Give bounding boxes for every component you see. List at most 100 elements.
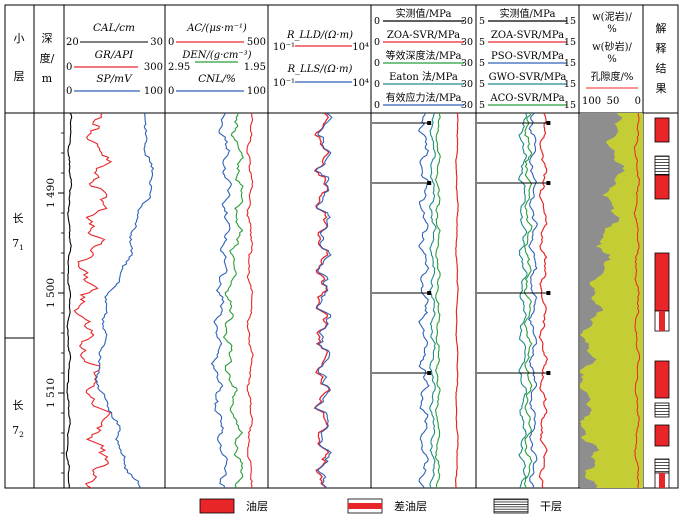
track5-label-2: ZOA-SVR/MPa <box>491 30 564 41</box>
track6-scale-100: 100 <box>582 96 601 107</box>
layer-column-header: 小 层 <box>14 32 25 83</box>
depth-column-header: 深 度/ m <box>40 32 55 85</box>
equivalent-depth-curve <box>434 113 441 488</box>
track4-max-4: 30 <box>461 79 473 90</box>
track4-label-2: ZOA-SVR/MPa <box>387 30 460 41</box>
gwo-svr-curve <box>518 113 528 488</box>
depth-header-line-2: 度/ <box>40 51 55 65</box>
ac-max: 500 <box>247 37 266 48</box>
track4-min-1: 0 <box>374 16 380 27</box>
measured-point-t5-1 <box>546 121 551 125</box>
rlls-label: R_LLS/(Ω·m) <box>287 64 353 75</box>
layer-c72-sub-number: 7 <box>12 424 19 437</box>
cal-min: 20 <box>66 37 79 48</box>
track3-curves <box>313 113 333 488</box>
legend: 油层 差油层 干层 <box>199 498 562 514</box>
rlls-curve <box>314 113 333 488</box>
sp-min: 0 <box>66 86 72 97</box>
track6-lithology <box>580 113 643 488</box>
track5-max-4: 15 <box>564 79 576 90</box>
layer-labels: 长 71 长 72 <box>5 212 34 439</box>
track5-min-2: 5 <box>479 37 485 48</box>
interpretation-oil-8 <box>654 424 670 447</box>
track4-max-2: 30 <box>461 37 473 48</box>
track4-max-5: 30 <box>461 100 473 111</box>
cnl-max: 100 <box>247 86 266 97</box>
measured-point-t5-2 <box>546 181 551 185</box>
cnl-curve <box>210 113 233 488</box>
interpretation-oil-3 <box>654 174 670 200</box>
layer-c71-sub-number: 7 <box>12 237 19 250</box>
den-min: 2.95 <box>168 62 190 73</box>
legend-swatch-2 <box>347 498 383 514</box>
gr-max: 300 <box>144 62 163 73</box>
rlld-min: 10⁻¹ <box>273 42 295 53</box>
depth-label-3: 1 510 <box>45 378 57 408</box>
zoa-svr-curve <box>454 113 459 488</box>
mud-label: w(泥岩)/ <box>592 10 632 23</box>
track6-scale-0: 0 <box>635 96 641 107</box>
track5-max-1: 15 <box>564 16 576 27</box>
interpretation-poor-oil-10 <box>654 472 670 489</box>
sand-label-unit: % <box>607 54 617 65</box>
layer-c71-subscript: 1 <box>19 243 24 252</box>
den-max: 1.95 <box>244 62 266 73</box>
interpretation-dry-7 <box>654 402 670 418</box>
track4-label-3: 等效深度法/MPa <box>386 49 462 62</box>
measured-point-t4-2 <box>427 181 432 185</box>
track4-min-5: 0 <box>374 100 380 111</box>
layer-header-char-1: 小 <box>14 32 25 45</box>
depth-header-line-3: m <box>42 72 53 85</box>
track5-curves <box>477 113 551 488</box>
track5-max-5: 15 <box>564 100 576 111</box>
interpretation-poor-oil-10-stripe <box>659 473 665 488</box>
layer-label-c71: 长 71 <box>12 212 24 252</box>
track5-max-2: 15 <box>564 37 576 48</box>
result-header-char-2: 释 <box>656 42 667 55</box>
track6-header: w(泥岩)/ % w(砂岩)/ % 孔隙度/% 100 50 0 <box>582 10 641 107</box>
gr-label: GR/API <box>95 49 134 61</box>
sp-curve <box>94 113 155 488</box>
cal-label: CAL/cm <box>93 22 135 34</box>
sand-label: w(砂岩)/ <box>592 40 632 53</box>
track4-min-2: 0 <box>374 37 380 48</box>
mud-fill <box>580 113 625 488</box>
depth-header-line-1: 深 <box>42 32 53 45</box>
legend-label-1: 油层 <box>246 499 268 513</box>
cnl-label: CNL/% <box>198 73 236 85</box>
measured-point-t4-1 <box>427 121 432 125</box>
track5-label-3: PSO-SVR/MPa <box>491 51 564 62</box>
measured-point-t5-4 <box>546 371 551 375</box>
result-header-char-3: 结 <box>656 62 667 75</box>
ac-min: 0 <box>168 37 174 48</box>
track5-min-1: 5 <box>479 16 485 27</box>
measured-point-t4-3 <box>427 291 432 295</box>
depth-ticks: 1 490 1 500 1 510 <box>45 112 64 474</box>
layer-header-char-2: 层 <box>14 70 25 83</box>
track4-label-4: Eaton 法/MPa <box>389 70 458 83</box>
figure-frame <box>4 4 679 489</box>
depth-label-2: 1 500 <box>45 278 57 308</box>
porosity-label: 孔隙度/% <box>591 70 634 83</box>
ac-curve <box>246 113 254 488</box>
legend-swatch-2-stripe <box>348 503 382 509</box>
track3-header: R_LLD/(Ω·m) 10⁻¹ 10⁴ R_LLS/(Ω·m) 10⁻¹ 10… <box>273 30 369 89</box>
den-curve <box>222 113 245 488</box>
track4-max-3: 30 <box>461 58 473 69</box>
track4-label-1: 实测值/MPa <box>396 7 452 20</box>
interpretation-poor-oil-5-stripe <box>659 311 665 331</box>
cnl-min: 0 <box>168 86 174 97</box>
track4-min-3: 0 <box>374 58 380 69</box>
track7-interpretation <box>654 117 670 489</box>
rlld-curve <box>313 113 330 488</box>
track6-scale-50: 50 <box>607 96 620 107</box>
layer-c72-name: 长 <box>13 399 24 412</box>
track5-min-5: 5 <box>479 100 485 111</box>
interpretation-poor-oil-5 <box>654 310 670 332</box>
interpretation-oil-1 <box>654 117 670 143</box>
pso-svr-curve <box>527 113 538 488</box>
rlld-max: 10⁴ <box>352 42 369 53</box>
rlld-label: R_LLD/(Ω·m) <box>286 30 353 41</box>
